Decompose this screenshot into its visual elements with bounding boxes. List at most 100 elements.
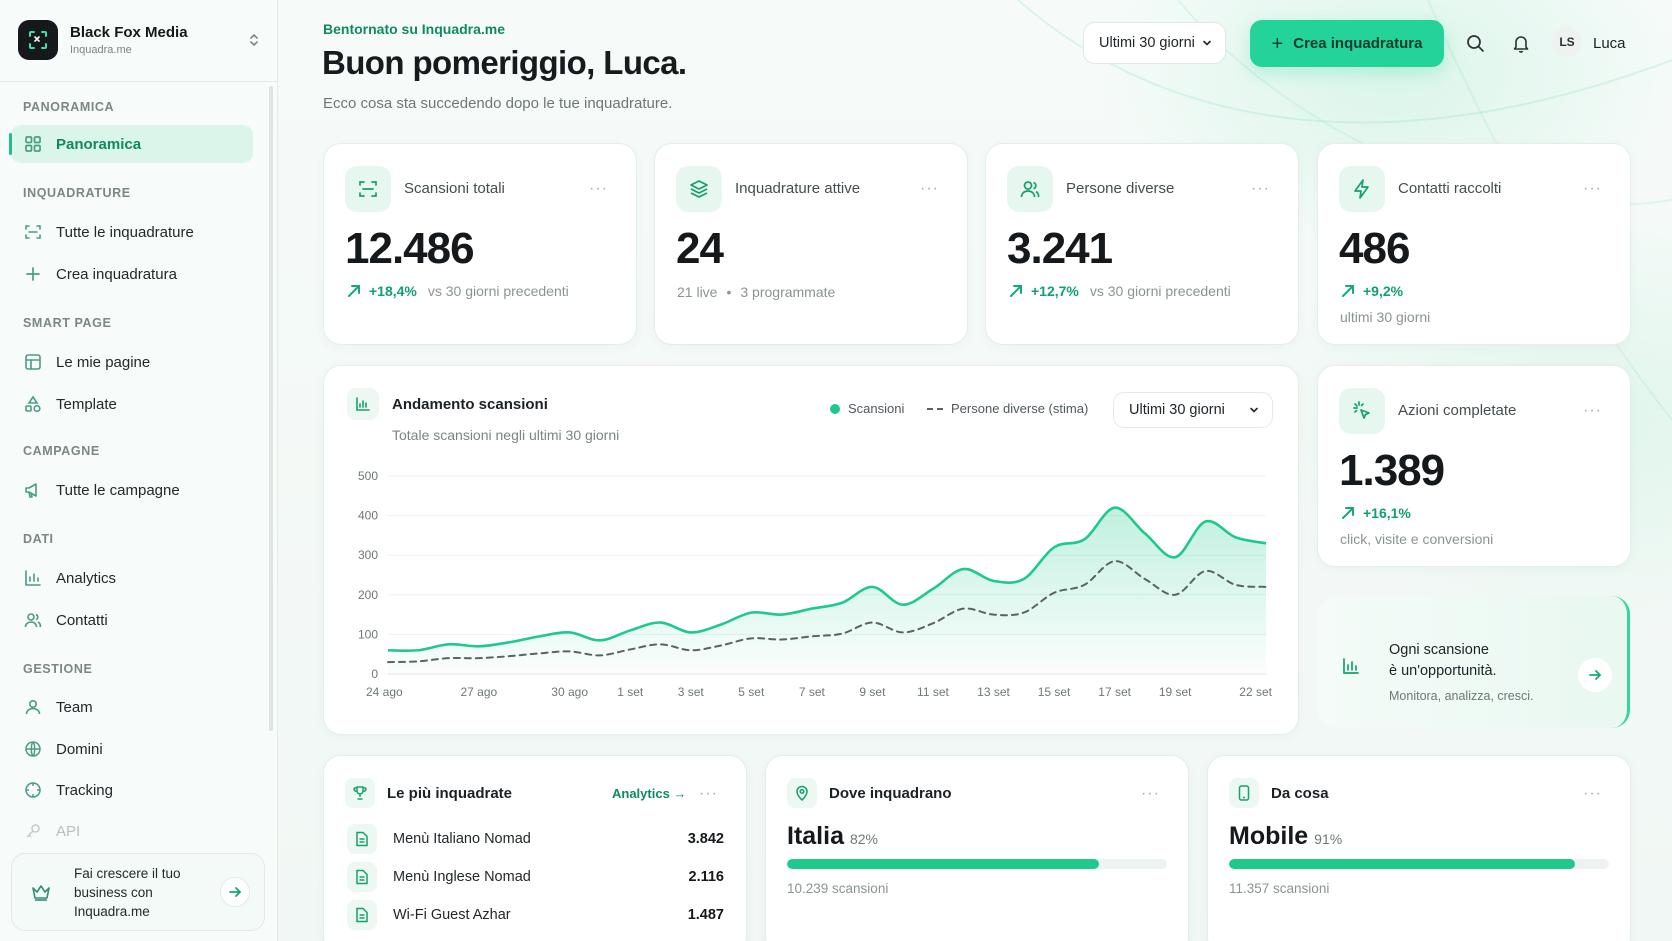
device-top-name: Mobile xyxy=(1229,822,1309,850)
more-options-icon[interactable]: ··· xyxy=(1583,180,1602,197)
where-progress xyxy=(787,859,1167,869)
list-item[interactable]: Menù Inglese Nomad 2.116 xyxy=(347,862,724,892)
kpi-value: 486 xyxy=(1339,224,1410,273)
kpi-live: 21 live xyxy=(677,284,718,300)
crown-icon xyxy=(26,877,56,907)
x-tick-label: 7 set xyxy=(799,685,826,699)
users-icon xyxy=(23,610,43,630)
kpi-delta: +16,1% xyxy=(1363,505,1411,521)
chart-period-value: Ultimi 30 giorni xyxy=(1129,402,1225,418)
where-top: Italia 82% xyxy=(787,822,878,851)
x-tick-label: 22 set xyxy=(1239,685,1272,699)
more-options-icon[interactable]: ··· xyxy=(1583,785,1602,802)
arrow-right-icon[interactable] xyxy=(1578,658,1612,692)
sidebar-item-contatti[interactable]: Contatti xyxy=(11,601,253,639)
y-tick-label: 0 xyxy=(371,667,378,681)
list-item[interactable]: Menù Italiano Nomad 3.842 xyxy=(347,824,724,854)
avatar[interactable]: LS xyxy=(1552,27,1582,57)
sidebar-item-domini[interactable]: Domini xyxy=(11,730,253,768)
kpi-trend: +18,4% vs 30 giorni precedenti xyxy=(347,283,569,299)
section-campagne: CAMPAGNE xyxy=(23,444,100,458)
x-tick-label: 1 set xyxy=(617,685,644,699)
where-card: Dove inquadrano ··· Italia 82% 10.239 sca… xyxy=(765,755,1189,941)
period-select[interactable]: Ultimi 30 giorni xyxy=(1083,22,1226,64)
kpi-label: Inquadrature attive xyxy=(735,180,861,197)
tip-card[interactable]: Ogni scansione è un'opportunità. Monitora… xyxy=(1318,596,1630,728)
legend-scans: Scansioni xyxy=(830,401,904,416)
more-options-icon[interactable]: ··· xyxy=(1141,785,1160,802)
plus-icon: + xyxy=(1271,32,1284,55)
user-name[interactable]: Luca xyxy=(1593,35,1626,52)
bar-chart-icon xyxy=(1338,653,1364,679)
card-title: Le più inquadrate xyxy=(387,785,513,802)
y-tick-label: 200 xyxy=(358,588,378,602)
x-tick-label: 27 ago xyxy=(460,685,497,699)
trend-up-icon xyxy=(1009,284,1023,298)
sidebar-item-label: Tutte le campagne xyxy=(56,481,180,499)
where-top-name: Italia xyxy=(787,822,844,850)
key-icon xyxy=(23,821,43,841)
sidebar-item-template[interactable]: Template xyxy=(11,385,253,423)
sidebar-item-api[interactable]: API xyxy=(11,812,253,850)
y-tick-label: 400 xyxy=(358,509,378,523)
create-frame-button[interactable]: + Crea inquadratura xyxy=(1250,20,1444,67)
list-item[interactable]: Wi-Fi Guest Azhar 1.487 xyxy=(347,900,724,930)
period-select-value: Ultimi 30 giorni xyxy=(1099,35,1195,51)
trend-up-icon xyxy=(1341,284,1355,298)
sidebar-item-label: Contatti xyxy=(56,611,108,629)
workspace-switcher[interactable]: Black Fox Media Inquadra.me xyxy=(18,18,263,62)
sidebar-item-le-mie-pagine[interactable]: Le mie pagine xyxy=(11,343,253,381)
tip-headline: Ogni scansione è un'opportunità. xyxy=(1389,640,1497,682)
scans-series-line xyxy=(387,506,1267,652)
kpi-trend: +12,7% vs 30 giorni precedenti xyxy=(1009,283,1231,299)
x-tick-label: 17 set xyxy=(1098,685,1131,699)
sidebar-item-label: Le mie pagine xyxy=(56,353,151,371)
sidebar-scrollbar[interactable] xyxy=(269,86,273,731)
kpi-card-active: Inquadrature attive ··· 24 21 live • 3 pro… xyxy=(654,143,968,345)
x-tick-label: 13 set xyxy=(977,685,1010,699)
section-gestione: GESTIONE xyxy=(23,662,93,676)
row-name: Wi-Fi Guest Azhar xyxy=(393,907,511,923)
sidebar-item-label: Panoramica xyxy=(56,135,142,153)
sidebar-item-tutte-campagne[interactable]: Tutte le campagne xyxy=(11,471,253,509)
sidebar-item-label: Template xyxy=(56,395,117,413)
click-icon xyxy=(1339,388,1385,434)
sidebar-item-tracking[interactable]: Tracking xyxy=(11,771,253,809)
analytics-link[interactable]: Analytics → xyxy=(612,786,687,801)
more-options-icon[interactable]: ··· xyxy=(920,180,939,197)
trend-up-icon xyxy=(1341,506,1355,520)
sidebar: Black Fox Media Inquadra.me PANORAMICA P… xyxy=(0,0,278,941)
sidebar-item-tutte-inquadrature[interactable]: Tutte le inquadrature xyxy=(11,213,253,251)
user-icon xyxy=(1007,166,1053,212)
more-options-icon[interactable]: ··· xyxy=(1583,402,1602,419)
upgrade-promo[interactable]: Fai crescere il tuo business con Inquadr… xyxy=(11,853,265,931)
promo-text: Fai crescere il tuo business con Inquadr… xyxy=(74,865,181,919)
kpi-note: ultimi 30 giorni xyxy=(1340,309,1431,325)
device-top: Mobile 91% xyxy=(1229,822,1342,851)
chevron-updown-icon[interactable] xyxy=(245,31,263,49)
bell-icon[interactable] xyxy=(1508,30,1534,56)
kpi-card-people: Persone diverse ··· 3.241 +12,7% vs 30 g… xyxy=(985,143,1299,345)
card-title: Da cosa xyxy=(1271,785,1329,802)
document-icon xyxy=(347,862,377,892)
chart-period-select[interactable]: Ultimi 30 giorni xyxy=(1113,392,1273,428)
kpi-meta: 21 live • 3 programmate xyxy=(677,284,836,300)
kpi-note: click, visite e conversioni xyxy=(1340,531,1494,547)
arrow-right-icon[interactable] xyxy=(220,877,250,907)
more-options-icon[interactable]: ··· xyxy=(589,180,608,197)
kpi-delta: +12,7% xyxy=(1031,283,1079,299)
sidebar-item-label: API xyxy=(56,822,81,840)
sidebar-item-team[interactable]: Team xyxy=(11,688,253,726)
kpi-card-actions: Azioni completate ··· 1.389 +16,1% click… xyxy=(1317,365,1631,567)
sidebar-item-crea-inquadratura[interactable]: Crea inquadratura xyxy=(11,255,253,293)
search-icon[interactable] xyxy=(1462,30,1488,56)
document-icon xyxy=(347,900,377,930)
trend-chart[interactable]: 0 100 200 300 400 500 24 ago 27 ago 30 ago 1 set 3… xyxy=(324,366,1300,736)
more-options-icon[interactable]: ··· xyxy=(1251,180,1270,197)
sidebar-item-panoramica[interactable]: Panoramica xyxy=(9,125,253,163)
layers-icon xyxy=(676,166,722,212)
section-inquadrature: INQUADRATURE xyxy=(23,186,131,200)
x-tick-label: 30 ago xyxy=(551,685,588,699)
more-options-icon[interactable]: ··· xyxy=(699,785,718,802)
sidebar-item-analytics[interactable]: Analytics xyxy=(11,559,253,597)
